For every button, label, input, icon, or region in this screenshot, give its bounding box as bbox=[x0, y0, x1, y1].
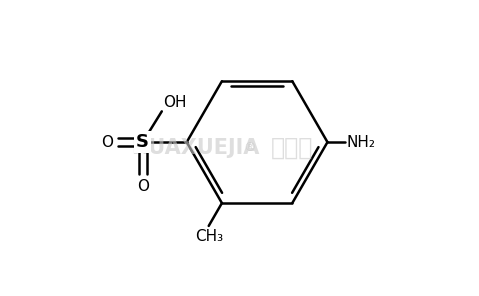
Text: CH₃: CH₃ bbox=[194, 229, 223, 244]
Text: ®: ® bbox=[243, 141, 256, 155]
Text: O: O bbox=[102, 135, 114, 150]
Text: O: O bbox=[137, 179, 149, 194]
Text: OH: OH bbox=[163, 95, 187, 110]
Text: 化学加: 化学加 bbox=[271, 136, 313, 160]
Text: HUAXUEJIA: HUAXUEJIA bbox=[131, 138, 260, 158]
Text: NH₂: NH₂ bbox=[346, 135, 376, 150]
Text: S: S bbox=[136, 133, 149, 151]
